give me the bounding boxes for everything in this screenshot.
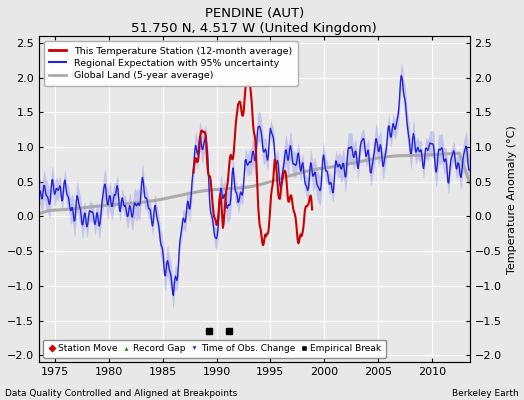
Title: PENDINE (AUT)
51.750 N, 4.517 W (United Kingdom): PENDINE (AUT) 51.750 N, 4.517 W (United … — [132, 7, 377, 35]
Y-axis label: Temperature Anomaly (°C): Temperature Anomaly (°C) — [507, 125, 517, 274]
Legend: Station Move, Record Gap, Time of Obs. Change, Empirical Break: Station Move, Record Gap, Time of Obs. C… — [43, 340, 386, 358]
Text: Data Quality Controlled and Aligned at Breakpoints: Data Quality Controlled and Aligned at B… — [5, 389, 237, 398]
Text: Berkeley Earth: Berkeley Earth — [452, 389, 519, 398]
